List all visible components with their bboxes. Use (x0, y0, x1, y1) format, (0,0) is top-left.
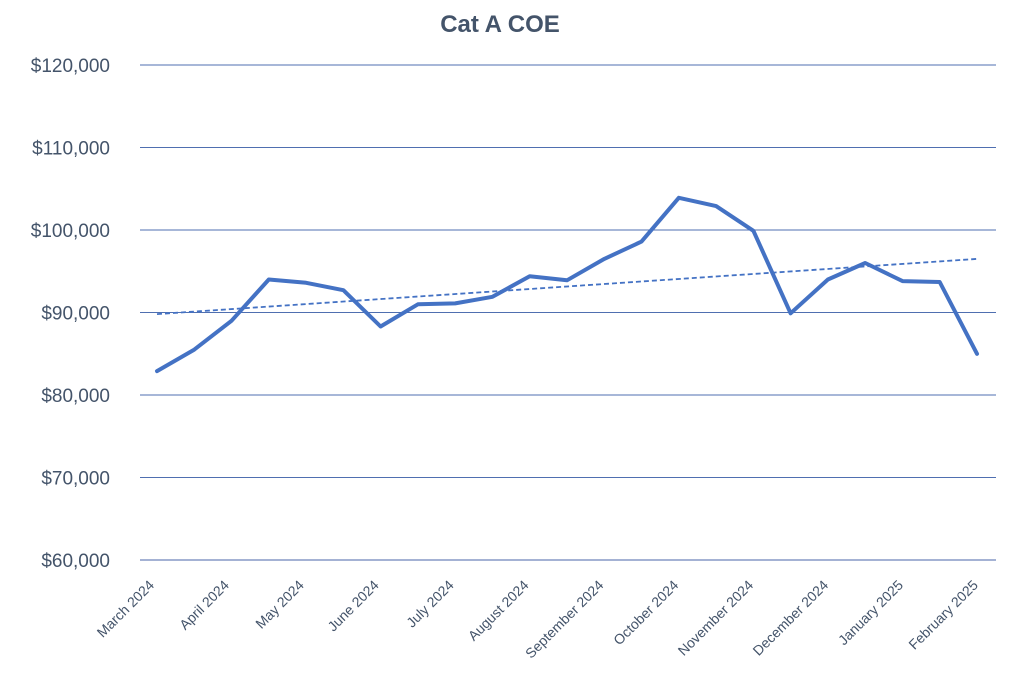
x-tick-label: August 2024 (465, 577, 532, 644)
x-tick-label: September 2024 (522, 577, 607, 662)
y-tick-label: $120,000 (31, 56, 110, 77)
x-tick-label: February 2025 (905, 577, 981, 653)
y-tick-label: $110,000 (32, 139, 110, 160)
series-line (155, 195, 979, 374)
x-tick-label: June 2024 (324, 577, 382, 635)
x-tick-label: December 2024 (749, 577, 831, 659)
x-tick-label: January 2025 (835, 577, 906, 648)
x-tick-label: May 2024 (252, 577, 307, 632)
y-axis-tick-labels: $60,000 $70,000 $80,000 $90,000 $100,000 $110… (31, 56, 110, 572)
x-tick-label: April 2024 (176, 577, 232, 633)
gridlines (140, 64, 996, 561)
x-tick-label: October 2024 (610, 577, 681, 648)
y-tick-label: $70,000 (41, 469, 110, 490)
y-tick-label: $60,000 (41, 551, 110, 572)
x-tick-label: November 2024 (675, 577, 757, 659)
trendline (156, 258, 978, 315)
x-tick-label: March 2024 (94, 577, 158, 641)
y-tick-label: $90,000 (41, 304, 110, 325)
chart-title: Cat A COE (440, 11, 560, 38)
x-tick-label: July 2024 (403, 577, 457, 631)
x-axis-tick-labels: March 2024 April 2024 May 2024 June 2024 Jul… (94, 577, 982, 662)
y-tick-label: $80,000 (41, 386, 110, 407)
series-layer (155, 195, 979, 374)
y-tick-label: $100,000 (31, 221, 110, 242)
